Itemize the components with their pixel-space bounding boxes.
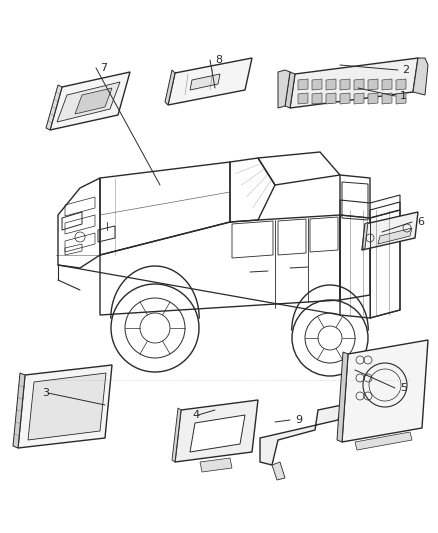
Polygon shape [190, 74, 220, 90]
Text: 7: 7 [100, 63, 107, 73]
Polygon shape [312, 93, 322, 104]
Polygon shape [340, 79, 350, 90]
Polygon shape [172, 408, 181, 462]
Polygon shape [342, 340, 428, 442]
Polygon shape [298, 79, 308, 90]
Polygon shape [28, 373, 106, 440]
Polygon shape [326, 93, 336, 104]
Polygon shape [382, 79, 392, 90]
Polygon shape [326, 79, 336, 90]
Text: 9: 9 [295, 415, 302, 425]
Polygon shape [362, 212, 418, 250]
Polygon shape [413, 58, 428, 95]
Polygon shape [338, 403, 348, 420]
Polygon shape [175, 400, 258, 462]
Text: 3: 3 [42, 388, 49, 398]
Polygon shape [190, 415, 245, 452]
Polygon shape [298, 93, 308, 104]
Polygon shape [165, 70, 175, 105]
Polygon shape [368, 93, 378, 104]
Polygon shape [168, 58, 252, 105]
Polygon shape [354, 79, 364, 90]
Text: 5: 5 [400, 383, 407, 393]
Polygon shape [200, 458, 232, 472]
Polygon shape [18, 365, 112, 448]
Polygon shape [396, 93, 406, 104]
Polygon shape [354, 93, 364, 104]
Polygon shape [337, 352, 348, 442]
Polygon shape [13, 373, 25, 448]
Polygon shape [378, 228, 412, 244]
Polygon shape [362, 222, 368, 250]
Polygon shape [75, 88, 112, 114]
Polygon shape [260, 405, 342, 465]
Text: 2: 2 [402, 65, 409, 75]
Polygon shape [340, 93, 350, 104]
Polygon shape [57, 82, 120, 122]
Polygon shape [50, 72, 130, 130]
Polygon shape [272, 462, 285, 480]
Polygon shape [355, 432, 412, 450]
Polygon shape [368, 79, 378, 90]
Polygon shape [312, 79, 322, 90]
Text: 6: 6 [417, 217, 424, 227]
Polygon shape [285, 72, 295, 108]
Polygon shape [278, 70, 290, 108]
Polygon shape [46, 85, 62, 130]
Text: 1: 1 [400, 91, 407, 101]
Polygon shape [290, 58, 418, 108]
Polygon shape [382, 93, 392, 104]
Text: 4: 4 [192, 410, 199, 420]
Text: 8: 8 [215, 55, 222, 65]
Polygon shape [396, 79, 406, 90]
